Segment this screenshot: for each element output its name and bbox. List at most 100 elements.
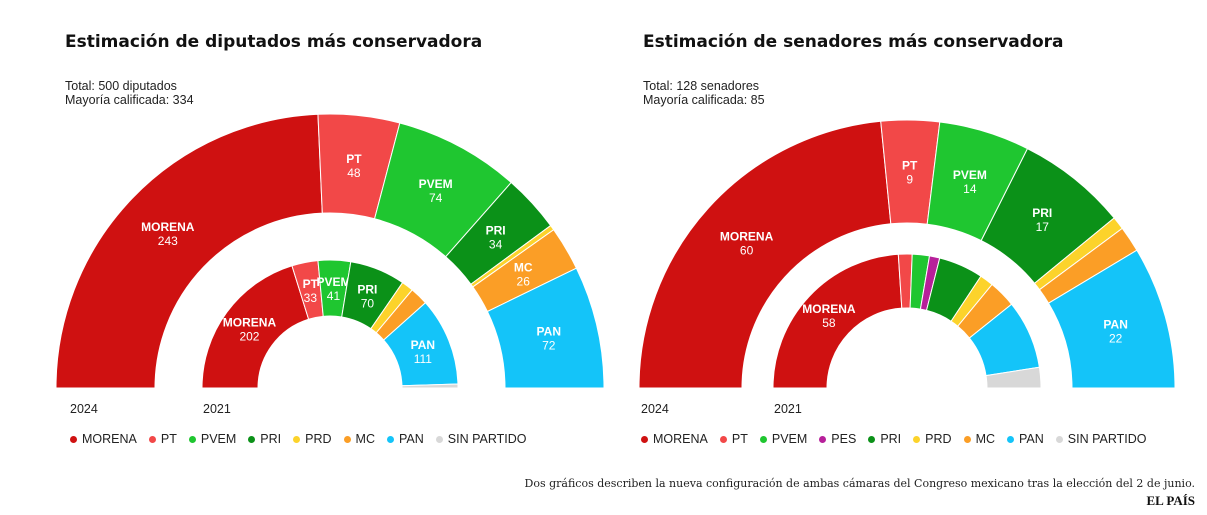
segment-party-label: PRI	[357, 282, 377, 296]
segment-2024-pan	[486, 267, 605, 389]
legend-label: PRI	[260, 432, 282, 446]
legend-label: MC	[975, 432, 996, 446]
segment-value-label: 41	[327, 289, 341, 303]
segment-value-label: 48	[347, 166, 361, 180]
segment-party-label: PAN	[411, 338, 435, 352]
legend-label: PVEM	[771, 432, 808, 446]
legend-swatch-icon	[963, 435, 971, 443]
segment-2021-morena	[772, 253, 903, 389]
segment-party-label: PT	[346, 152, 362, 166]
legend-item-pvem: PVEM	[759, 432, 808, 446]
legend-item-sin-partido: SIN PARTIDO	[435, 432, 527, 446]
legend-swatch-icon	[719, 435, 727, 443]
chart-info: Total: 500 diputados Mayoría calificada:…	[65, 79, 194, 107]
legend-item-pan: PAN	[1007, 432, 1044, 446]
legend: MORENA PT PVEM PES PRI PRD MC PAN SIN PARTIDO	[641, 432, 1147, 446]
diputados-panel: Estimación de diputados más conservadora…	[0, 0, 605, 470]
segment-2021-morena	[201, 265, 310, 389]
segment-value-label: 70	[361, 296, 375, 310]
legend-swatch-icon	[248, 435, 256, 443]
chart-info: Total: 128 senadores Mayoría calificada:…	[643, 79, 765, 107]
legend-item-prd: PRD	[913, 432, 952, 446]
brand-logo: EL PAÍS	[1146, 493, 1195, 508]
legend-swatch-icon	[293, 435, 301, 443]
diputados-hemicycle: MORENA243PT48PVEM74PRI34MC26PAN72MORENA2…	[55, 113, 605, 389]
chart-title: Estimación de diputados más conservadora	[65, 32, 483, 52]
legend-item-pt: PT	[148, 432, 177, 446]
legend-item-mc: MC	[343, 432, 375, 446]
segment-value-label: 60	[740, 244, 754, 258]
majority-text: Mayoría calificada: 85	[643, 93, 765, 107]
legend-swatch-icon	[70, 435, 77, 443]
segment-party-label: PT	[902, 159, 918, 173]
total-text: Total: 500 diputados	[65, 79, 177, 93]
legend-swatch-icon	[148, 435, 156, 443]
segment-value-label: 14	[963, 182, 977, 196]
segment-party-label: PAN	[1103, 317, 1127, 331]
segment-value-label: 58	[822, 316, 836, 330]
segment-party-label: PT	[303, 277, 319, 291]
legend-label: MC	[355, 432, 375, 446]
segment-2024-morena	[55, 113, 323, 389]
legend-label: PT	[731, 432, 748, 446]
segment-value-label: 22	[1109, 331, 1123, 345]
legend-item-mc: MC	[963, 432, 996, 446]
legend-swatch-icon	[819, 435, 827, 443]
legend-label: PRI	[880, 432, 902, 446]
legend-label: MORENA	[653, 432, 708, 446]
segment-party-label: MORENA	[223, 316, 277, 330]
segment-party-label: PAN	[537, 325, 561, 339]
legend-label: PRD	[925, 432, 952, 446]
legend-swatch-icon	[868, 435, 876, 443]
year-label-2021: 2021	[774, 402, 802, 416]
legend: MORENA PT PVEM PRI PRD MC PAN SIN PARTIDO	[70, 432, 527, 446]
segment-2024-pan	[1047, 249, 1176, 389]
chart-title: Estimación de senadores más conservadora	[643, 32, 1064, 52]
segment-party-label: PVEM	[419, 177, 453, 191]
legend-label: PAN	[1019, 432, 1044, 446]
segment-value-label: 9	[906, 173, 913, 187]
legend-label: PRD	[305, 432, 332, 446]
year-label-2024: 2024	[70, 402, 98, 416]
segment-value-label: 72	[542, 339, 556, 353]
legend-item-pan: PAN	[387, 432, 424, 446]
legend-label: PT	[160, 432, 177, 446]
legend-label: SIN PARTIDO	[1067, 432, 1147, 446]
legend-item-pt: PT	[719, 432, 748, 446]
year-label-2021: 2021	[203, 402, 231, 416]
caption: Dos gráficos describen la nueva configur…	[524, 477, 1195, 490]
segment-value-label: 26	[517, 275, 531, 289]
legend-swatch-icon	[641, 435, 648, 443]
segment-value-label: 74	[429, 191, 443, 205]
segment-value-label: 111	[414, 352, 433, 366]
legend-label: PAN	[399, 432, 424, 446]
segment-party-label: PRI	[1032, 206, 1052, 220]
legend-item-prd: PRD	[293, 432, 332, 446]
legend-swatch-icon	[343, 435, 351, 443]
segment-value-label: 33	[304, 291, 318, 305]
senadores-panel: Estimación de senadores más conservadora…	[580, 0, 1180, 470]
segment-value-label: 243	[158, 234, 178, 248]
legend-item-sin-partido: SIN PARTIDO	[1055, 432, 1147, 446]
legend-label: MORENA	[82, 432, 137, 446]
segment-party-label: PRI	[486, 223, 506, 237]
segment-party-label: MC	[514, 261, 533, 275]
legend-label: PVEM	[200, 432, 237, 446]
segment-value-label: 202	[239, 330, 259, 344]
legend-item-pvem: PVEM	[188, 432, 237, 446]
segment-party-label: PVEM	[316, 275, 350, 289]
legend-swatch-icon	[913, 435, 921, 443]
legend-item-pes: PES	[819, 432, 856, 446]
legend-item-morena: MORENA	[641, 432, 708, 446]
legend-swatch-icon	[188, 435, 196, 443]
majority-text: Mayoría calificada: 334	[65, 93, 194, 107]
total-text: Total: 128 senadores	[643, 79, 760, 93]
segment-value-label: 34	[489, 237, 503, 251]
segment-party-label: MORENA	[802, 302, 856, 316]
legend-swatch-icon	[1055, 435, 1063, 443]
segment-party-label: PVEM	[953, 168, 987, 182]
legend-label: PES	[831, 432, 857, 446]
year-label-2024: 2024	[641, 402, 669, 416]
legend-swatch-icon	[1007, 435, 1015, 443]
